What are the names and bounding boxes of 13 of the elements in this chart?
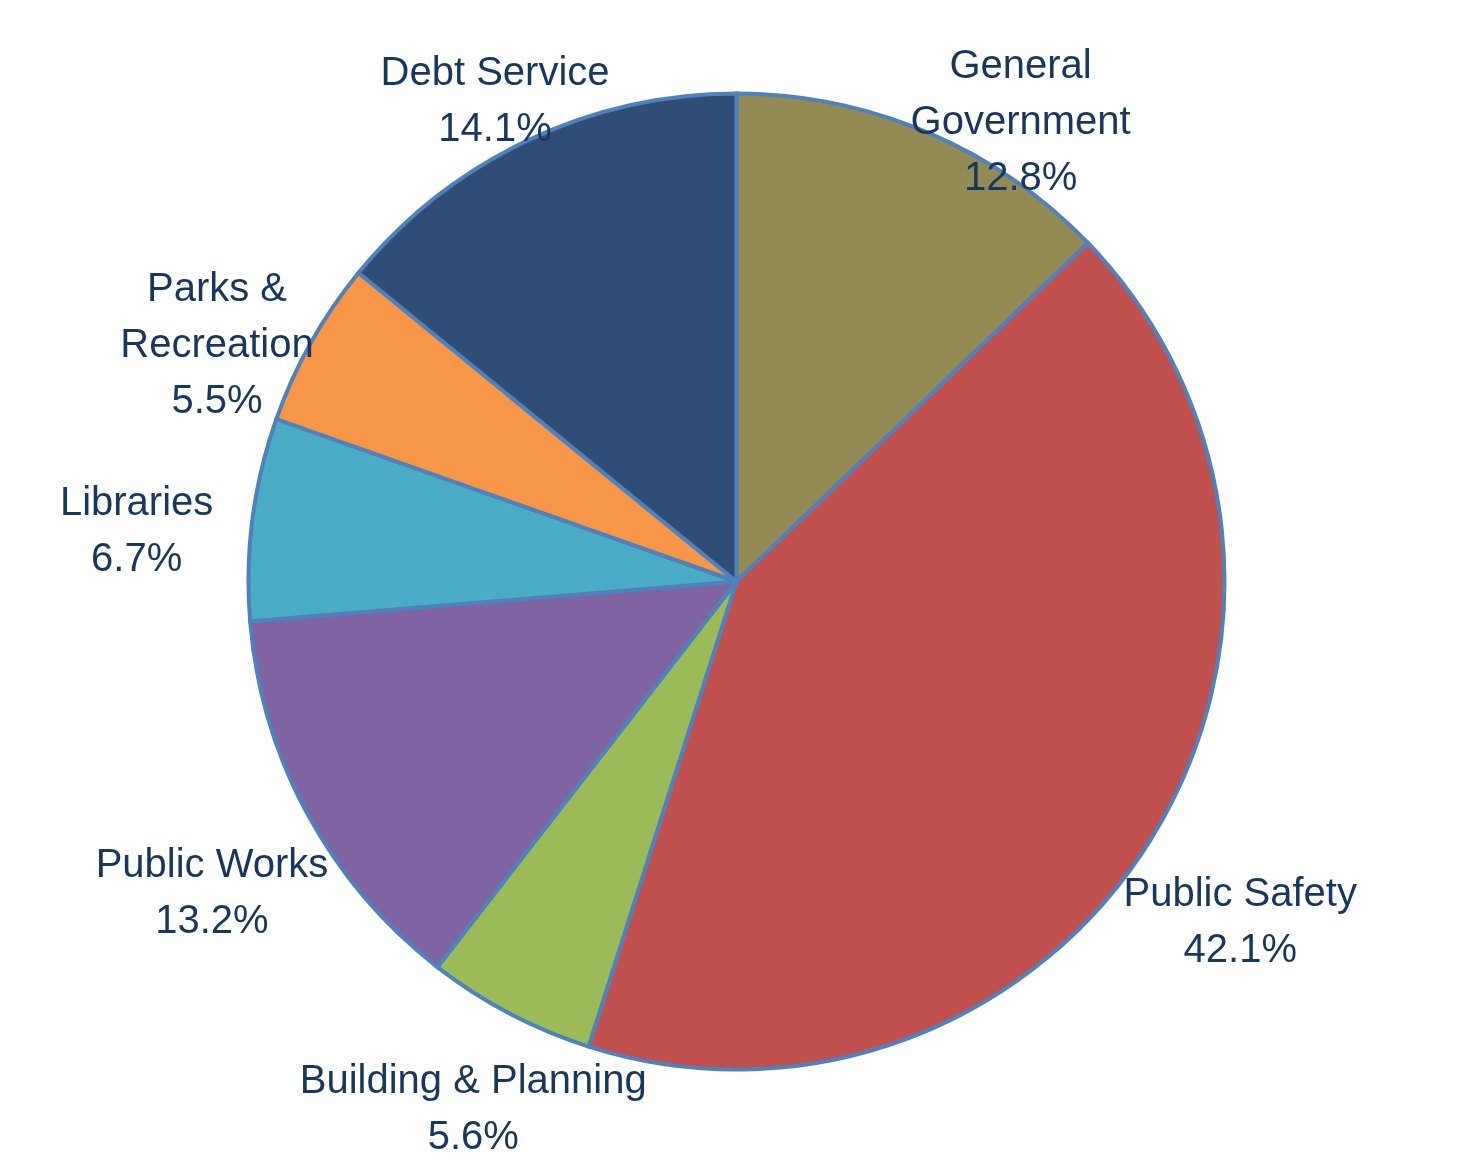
data-label: 6.7% [91,535,183,580]
slice-label: General Government [910,42,1131,143]
data-label: 5.5% [171,377,263,422]
slice-label: Public Works [95,840,329,885]
slice-label: Building & Planning [299,1057,647,1102]
data-label: 14.1% [438,105,552,150]
slice-label: Libraries [59,479,214,524]
slice-label: Debt Service [380,49,610,94]
slice-label: Parks & Recreation [120,265,314,366]
data-label: 5.6% [427,1113,519,1158]
slice-label: Public Safety [1123,870,1357,915]
data-label: 42.1% [1183,926,1297,971]
data-label: 13.2% [155,896,269,941]
